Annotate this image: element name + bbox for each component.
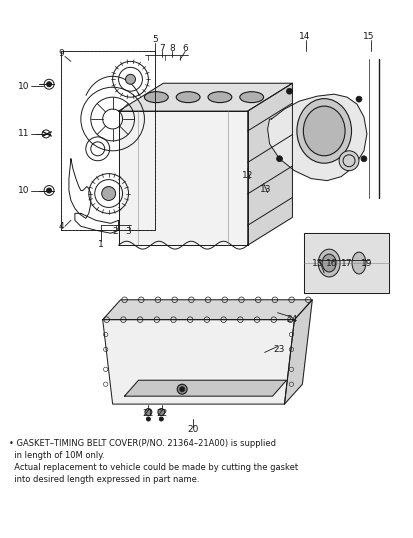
Text: 6: 6 [182, 44, 188, 53]
Text: 12: 12 [242, 171, 253, 180]
Ellipse shape [351, 252, 365, 274]
Circle shape [47, 188, 52, 193]
Text: 3: 3 [126, 226, 131, 236]
Text: 19: 19 [360, 259, 372, 267]
Circle shape [177, 384, 187, 394]
Circle shape [145, 408, 152, 415]
Text: 13: 13 [311, 259, 322, 267]
Ellipse shape [318, 249, 339, 277]
Circle shape [286, 88, 292, 94]
Polygon shape [124, 380, 286, 396]
Circle shape [360, 156, 366, 162]
Ellipse shape [303, 106, 344, 156]
Text: 5: 5 [152, 35, 158, 44]
Text: 23: 23 [273, 345, 285, 354]
Circle shape [355, 96, 361, 102]
Ellipse shape [176, 91, 199, 103]
Text: 15: 15 [362, 32, 374, 41]
Circle shape [179, 387, 184, 392]
Text: 20: 20 [187, 426, 198, 434]
Text: 17: 17 [340, 259, 352, 267]
Text: 2: 2 [112, 226, 118, 236]
Text: in length of 10M only.: in length of 10M only. [9, 451, 105, 460]
Text: 4: 4 [58, 222, 64, 231]
Text: 24: 24 [286, 315, 297, 324]
Text: 8: 8 [169, 44, 175, 53]
Polygon shape [102, 300, 311, 320]
Polygon shape [267, 94, 366, 181]
Text: 13: 13 [259, 185, 271, 194]
Circle shape [146, 417, 150, 421]
Text: 7: 7 [159, 44, 165, 53]
Polygon shape [304, 233, 388, 293]
Text: 14: 14 [298, 32, 309, 41]
Ellipse shape [207, 91, 231, 103]
Polygon shape [284, 300, 311, 404]
Text: 21: 21 [142, 408, 154, 417]
Circle shape [159, 417, 163, 421]
Circle shape [125, 74, 135, 84]
Text: 22: 22 [156, 408, 168, 417]
Text: 16: 16 [325, 259, 337, 267]
Text: into desired length expressed in part name.: into desired length expressed in part na… [9, 475, 199, 484]
Text: 10: 10 [17, 82, 29, 91]
Text: Actual replacement to vehicle could be made by cutting the gasket: Actual replacement to vehicle could be m… [9, 463, 298, 472]
Polygon shape [118, 83, 292, 111]
Text: 1: 1 [97, 239, 103, 249]
Circle shape [276, 156, 282, 162]
Text: • GASKET–TIMING BELT COVER(P/NO. 21364–21A00) is supplied: • GASKET–TIMING BELT COVER(P/NO. 21364–2… [9, 439, 275, 448]
Text: 10: 10 [17, 186, 29, 195]
Text: 11: 11 [17, 130, 29, 138]
Circle shape [157, 408, 164, 415]
Polygon shape [102, 320, 294, 404]
Polygon shape [118, 111, 247, 245]
Polygon shape [247, 83, 292, 245]
Circle shape [47, 82, 52, 87]
Text: 9: 9 [58, 49, 64, 58]
Ellipse shape [239, 91, 263, 103]
Circle shape [338, 151, 358, 171]
Ellipse shape [144, 91, 168, 103]
Ellipse shape [296, 98, 351, 163]
Circle shape [102, 187, 115, 201]
Ellipse shape [321, 254, 335, 272]
